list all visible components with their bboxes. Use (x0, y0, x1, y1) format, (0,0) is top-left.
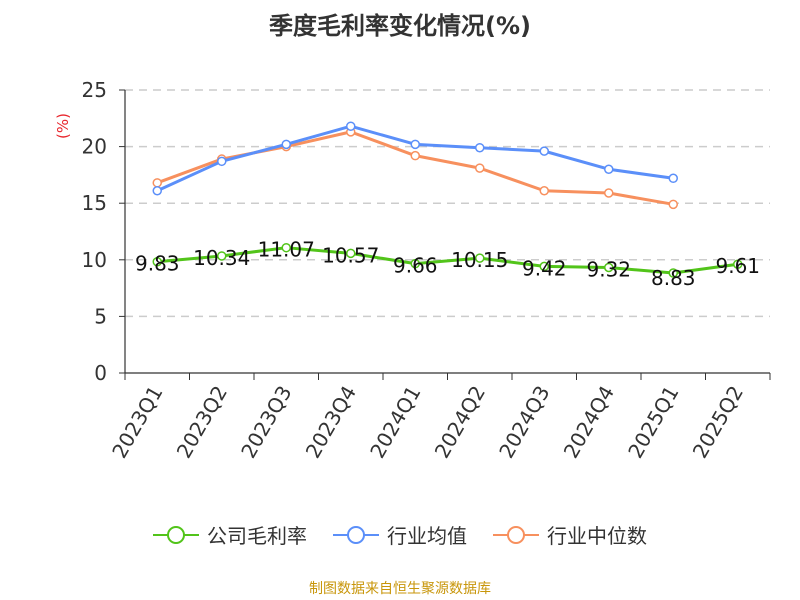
y-tick-label: 0 (94, 361, 107, 385)
data-point (539, 185, 549, 196)
x-tick-label: 2024Q1 (365, 382, 425, 463)
data-label: 10.34 (193, 246, 250, 270)
x-tick-label: 2025Q1 (623, 382, 683, 463)
data-point (410, 150, 420, 161)
data-point (346, 121, 356, 131)
data-point (281, 139, 291, 150)
data-point (152, 178, 162, 188)
legend-item[interactable]: 公司毛利率 (153, 520, 307, 549)
data-point (217, 251, 227, 261)
data-point (410, 258, 420, 269)
series-line (157, 246, 738, 275)
data-label: 9.61 (715, 254, 760, 278)
y-tick-label: 15 (82, 191, 107, 215)
chart-title: 季度毛利率变化情况(%) (269, 12, 531, 40)
legend-item[interactable]: 行业均值 (333, 520, 467, 549)
x-tick-label: 2024Q3 (494, 382, 554, 463)
y-axis-label: (%) (54, 113, 72, 139)
data-label: 9.83 (135, 252, 180, 276)
data-point (475, 253, 485, 263)
data-point (733, 259, 743, 269)
data-point (539, 261, 549, 272)
legend-label: 行业中位数 (547, 524, 647, 548)
x-tick-label: 2024Q2 (430, 382, 490, 463)
data-label: 11.07 (258, 238, 315, 262)
data-point (217, 156, 227, 167)
x-tick-label: 2023Q2 (172, 382, 232, 463)
data-point (152, 256, 162, 267)
data-point (668, 268, 678, 278)
data-point (475, 142, 485, 153)
data-point (152, 185, 162, 196)
x-tick-label: 2025Q2 (688, 382, 748, 463)
legend-marker-icon (493, 525, 539, 544)
data-label: 9.66 (393, 254, 438, 278)
x-tick-label: 2023Q1 (107, 382, 167, 463)
x-tick-label: 2024Q4 (559, 382, 619, 463)
y-tick-label: 20 (82, 135, 107, 159)
legend-label: 行业均值 (387, 524, 467, 548)
data-point (668, 173, 678, 184)
legend-marker-icon (153, 525, 199, 544)
legend-label: 公司毛利率 (207, 524, 307, 548)
data-point (346, 248, 356, 259)
x-tick-label: 2023Q4 (301, 382, 361, 463)
legend-marker-icon (333, 525, 379, 544)
data-point (604, 188, 614, 198)
data-label: 9.42 (522, 256, 567, 280)
y-tick-label: 5 (94, 304, 107, 328)
data-label: 10.15 (451, 248, 508, 272)
legend-item[interactable]: 行业中位数 (493, 520, 647, 549)
data-point (604, 164, 614, 174)
y-tick-label: 25 (82, 78, 107, 102)
x-tick-label: 2023Q3 (236, 382, 296, 463)
data-point (410, 139, 420, 150)
data-point (668, 199, 678, 210)
source-note: 制图数据来自恒生聚源数据库 (309, 581, 491, 597)
data-point (604, 262, 614, 273)
y-tick-label: 10 (82, 248, 107, 272)
data-point (281, 242, 291, 253)
data-label: 8.83 (651, 266, 696, 290)
data-label: 9.32 (586, 257, 631, 281)
data-label: 10.57 (322, 243, 379, 267)
data-point (539, 146, 549, 156)
data-point (475, 163, 485, 173)
legend: 公司毛利率 行业均值 行业中位数 (0, 520, 800, 549)
